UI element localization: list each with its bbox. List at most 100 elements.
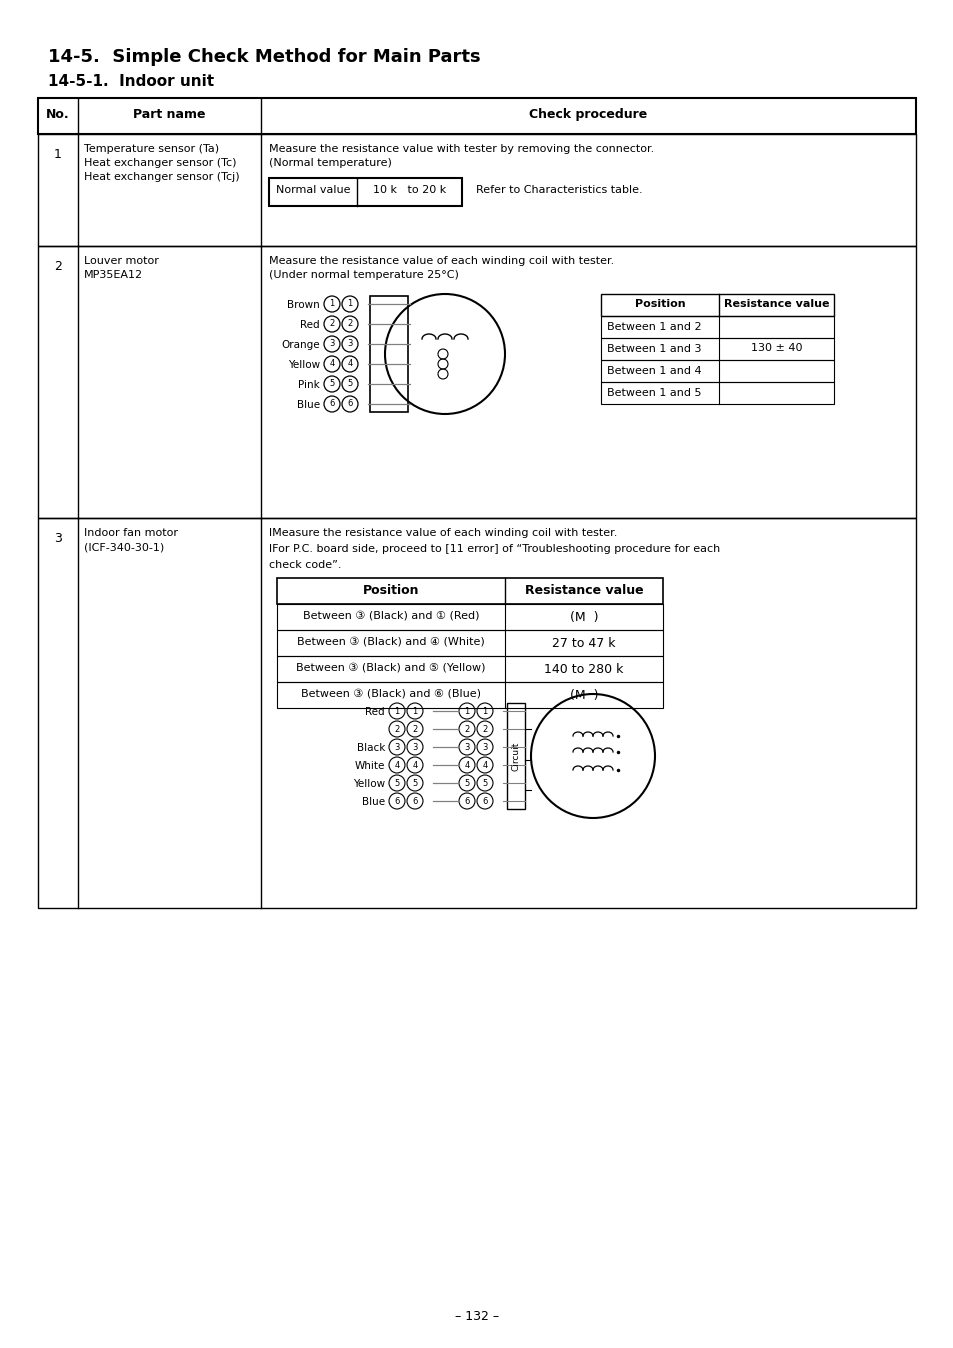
Text: 6: 6 <box>347 399 353 408</box>
Text: (M  ): (M ) <box>569 689 598 702</box>
Text: 6: 6 <box>329 399 335 408</box>
Text: check code”.: check code”. <box>269 559 341 570</box>
Text: 3: 3 <box>482 743 487 751</box>
Bar <box>38 245 915 518</box>
Text: 2: 2 <box>464 724 469 733</box>
Text: Heat exchanger sensor (Tcj): Heat exchanger sensor (Tcj) <box>84 173 239 182</box>
Text: 5: 5 <box>329 380 335 388</box>
Text: 1: 1 <box>394 706 399 716</box>
Text: 3: 3 <box>464 743 469 751</box>
Text: 130 ± 40: 130 ± 40 <box>750 342 801 353</box>
Text: (ICF-340-30-1): (ICF-340-30-1) <box>84 542 164 551</box>
Text: Black: Black <box>356 743 385 754</box>
Bar <box>269 178 461 206</box>
Text: Between 1 and 4: Between 1 and 4 <box>606 367 700 376</box>
Text: Between ③ (Black) and ④ (White): Between ③ (Black) and ④ (White) <box>296 638 484 647</box>
Text: lFor P.C. board side, proceed to [11 error] of “Troubleshooting procedure for ea: lFor P.C. board side, proceed to [11 err… <box>269 545 720 554</box>
Text: lMeasure the resistance value of each winding coil with tester.: lMeasure the resistance value of each wi… <box>269 528 617 538</box>
Text: 2: 2 <box>329 319 335 329</box>
Text: Between ③ (Black) and ⑥ (Blue): Between ③ (Black) and ⑥ (Blue) <box>301 689 480 700</box>
Text: Position: Position <box>634 299 684 309</box>
Text: Blue: Blue <box>361 797 385 807</box>
Text: Resistance value: Resistance value <box>723 299 828 309</box>
Text: Yellow: Yellow <box>288 360 319 369</box>
Bar <box>600 381 833 404</box>
Text: Temperature sensor (Ta): Temperature sensor (Ta) <box>84 144 219 154</box>
Text: Indoor fan motor: Indoor fan motor <box>84 528 178 538</box>
Bar <box>276 656 662 682</box>
Text: 5: 5 <box>464 779 469 787</box>
Text: Louver motor: Louver motor <box>84 256 159 266</box>
Text: 5: 5 <box>347 380 353 388</box>
Text: Red: Red <box>300 319 319 330</box>
Text: Position: Position <box>362 584 418 597</box>
Text: 5: 5 <box>482 779 487 787</box>
Text: Check procedure: Check procedure <box>529 108 647 121</box>
Text: Normal value: Normal value <box>275 185 350 195</box>
Text: 4: 4 <box>412 760 417 770</box>
Bar <box>600 294 833 315</box>
Text: 14-5.  Simple Check Method for Main Parts: 14-5. Simple Check Method for Main Parts <box>48 49 480 66</box>
Text: Blue: Blue <box>296 400 319 410</box>
Text: 6: 6 <box>464 797 469 806</box>
Text: 6: 6 <box>412 797 417 806</box>
Bar <box>370 297 408 412</box>
Text: 6: 6 <box>394 797 399 806</box>
Text: Between 1 and 5: Between 1 and 5 <box>606 388 700 398</box>
Text: Between 1 and 2: Between 1 and 2 <box>606 322 700 332</box>
Text: 1: 1 <box>54 148 62 160</box>
Text: Between ③ (Black) and ⑤ (Yellow): Between ③ (Black) and ⑤ (Yellow) <box>296 663 485 673</box>
Text: Between ③ (Black) and ① (Red): Between ③ (Black) and ① (Red) <box>302 611 478 621</box>
Text: 2: 2 <box>347 319 353 329</box>
Text: No.: No. <box>46 108 70 121</box>
Bar <box>600 360 833 381</box>
Text: 2: 2 <box>482 724 487 733</box>
Text: Resistance value: Resistance value <box>524 584 642 597</box>
Text: 4: 4 <box>482 760 487 770</box>
Text: 1: 1 <box>347 299 353 309</box>
Text: 14-5-1.  Indoor unit: 14-5-1. Indoor unit <box>48 74 213 89</box>
Text: 4: 4 <box>464 760 469 770</box>
Text: Part name: Part name <box>133 108 206 121</box>
Text: Pink: Pink <box>298 380 319 390</box>
Text: 140 to 280 k: 140 to 280 k <box>544 663 623 675</box>
Text: 4: 4 <box>329 360 335 368</box>
Text: 6: 6 <box>482 797 487 806</box>
Bar <box>38 98 915 133</box>
Text: 5: 5 <box>394 779 399 787</box>
Text: Yellow: Yellow <box>353 779 385 789</box>
Text: – 132 –: – 132 – <box>455 1310 498 1322</box>
Text: 1: 1 <box>329 299 335 309</box>
Text: Refer to Characteristics table.: Refer to Characteristics table. <box>476 185 642 195</box>
Text: (Under normal temperature 25°C): (Under normal temperature 25°C) <box>269 270 458 280</box>
Text: 4: 4 <box>394 760 399 770</box>
Bar <box>276 630 662 656</box>
Text: 3: 3 <box>394 743 399 751</box>
Text: 3: 3 <box>54 532 62 545</box>
Text: Brown: Brown <box>287 301 319 310</box>
Bar <box>276 578 662 604</box>
Text: 3: 3 <box>329 340 335 349</box>
Text: 1: 1 <box>464 706 469 716</box>
Text: Orange: Orange <box>281 340 319 350</box>
Text: 3: 3 <box>412 743 417 751</box>
Text: Measure the resistance value with tester by removing the connector.: Measure the resistance value with tester… <box>269 144 654 154</box>
Bar <box>276 682 662 708</box>
Bar <box>38 518 915 909</box>
Bar <box>38 133 915 245</box>
Text: Heat exchanger sensor (Tc): Heat exchanger sensor (Tc) <box>84 158 236 168</box>
Text: 5: 5 <box>412 779 417 787</box>
Text: (M  ): (M ) <box>569 611 598 624</box>
Text: 1: 1 <box>412 706 417 716</box>
Text: 2: 2 <box>394 724 399 733</box>
Text: 2: 2 <box>54 260 62 274</box>
Bar <box>276 604 662 630</box>
Text: Between 1 and 3: Between 1 and 3 <box>606 344 700 355</box>
Text: White: White <box>355 762 385 771</box>
Bar <box>600 315 833 338</box>
Text: 2: 2 <box>412 724 417 733</box>
Text: 3: 3 <box>347 340 353 349</box>
Text: Circuit: Circuit <box>511 741 520 771</box>
Text: Red: Red <box>365 706 385 717</box>
Bar <box>506 704 524 809</box>
